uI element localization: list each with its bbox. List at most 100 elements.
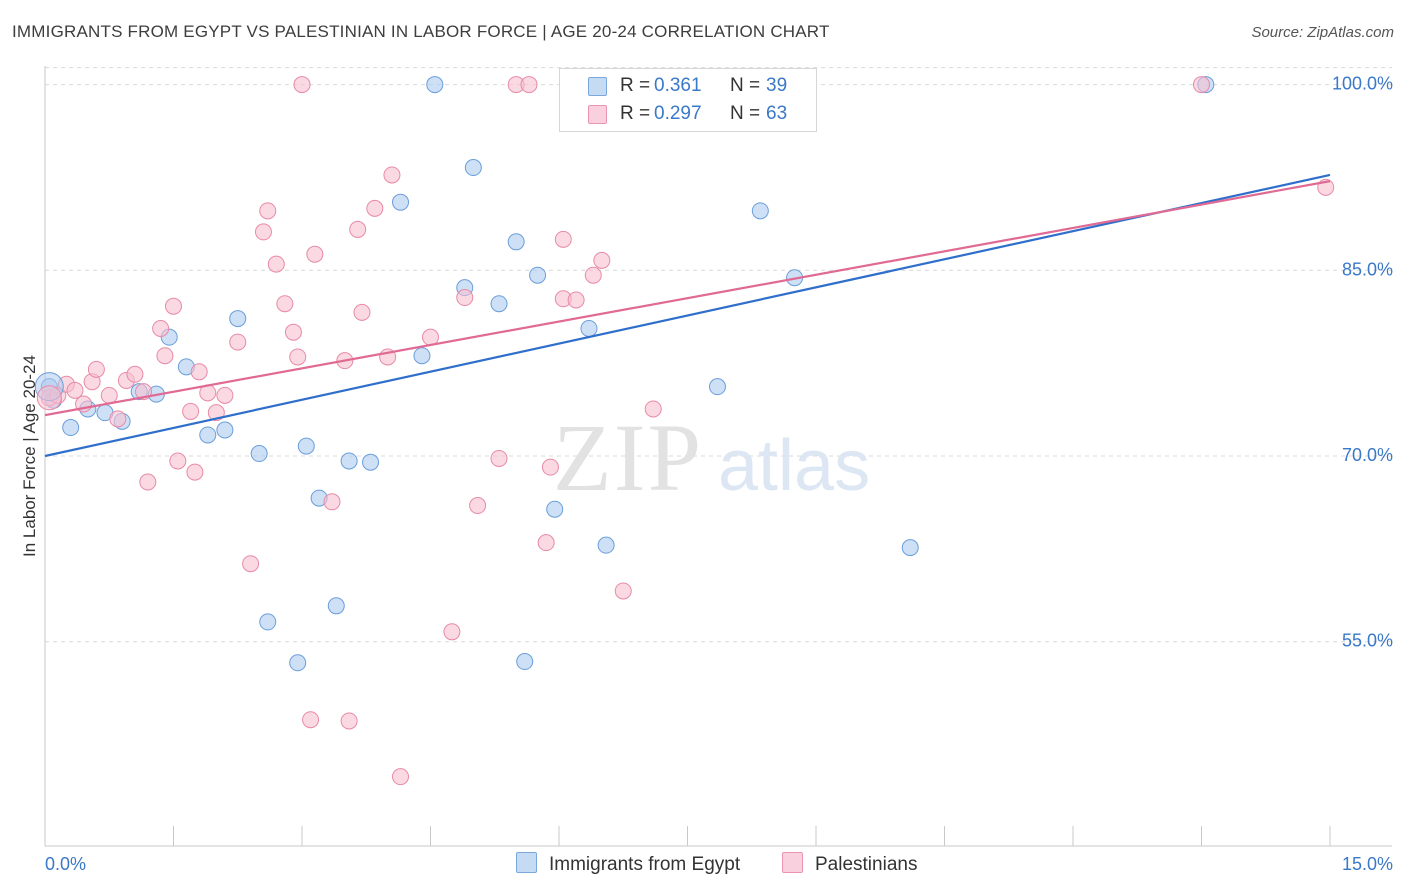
series-swatch-pink <box>782 852 803 873</box>
egypt-point <box>507 233 525 251</box>
y-tick-label: 100.0% <box>1332 74 1393 94</box>
legend-swatch-blue <box>588 77 607 96</box>
palestinian-point <box>541 458 559 476</box>
palestinian-point <box>139 473 157 491</box>
watermark-zip: ZIP <box>553 404 703 511</box>
egypt-point <box>490 295 508 313</box>
egypt-point <box>297 437 315 455</box>
egypt-point <box>901 539 919 557</box>
palestinian-point <box>584 266 602 284</box>
palestinian-trend-line <box>44 180 1331 417</box>
palestinian-point <box>216 386 234 404</box>
legend-n-value: 39 <box>766 75 788 96</box>
palestinian-point <box>349 220 367 238</box>
egypt-point <box>580 319 598 337</box>
watermark-atlas: atlas <box>718 426 870 506</box>
egypt-point <box>199 426 217 444</box>
palestinian-point <box>109 410 127 428</box>
palestinian-point <box>614 582 632 600</box>
legend-r-label: R = <box>620 75 651 96</box>
palestinian-point <box>66 381 84 399</box>
egypt-point <box>250 445 268 463</box>
egypt-point <box>413 347 431 365</box>
y-tick-label: 70.0% <box>1342 445 1393 465</box>
series-legend-palestinians: Palestinians <box>782 852 917 876</box>
legend-n-value: 63 <box>766 103 788 124</box>
palestinian-point <box>254 223 272 241</box>
egypt-point <box>529 266 547 284</box>
palestinian-point <box>520 76 538 94</box>
legend-r-value: 0.361 <box>654 75 702 96</box>
egypt-point <box>216 421 234 439</box>
palestinian-point <box>169 452 187 470</box>
x-tick-label: 0.0% <box>45 854 86 874</box>
y-tick-label: 85.0% <box>1342 259 1393 279</box>
egypt-point <box>751 202 769 220</box>
palestinian-point <box>366 199 384 217</box>
series-swatch-blue <box>516 852 537 873</box>
palestinian-point <box>537 534 555 552</box>
series-name-palestinians: Palestinians <box>815 854 918 875</box>
trend-lines <box>44 173 1331 458</box>
palestinian-point <box>87 360 105 378</box>
palestinian-point <box>340 712 358 730</box>
egypt-point <box>597 536 615 554</box>
y-tick-label: 55.0% <box>1342 631 1393 651</box>
legend-n-label: N = <box>730 103 761 124</box>
palestinian-point <box>422 328 439 346</box>
palestinian-point <box>593 251 611 269</box>
egypt-point <box>392 193 410 211</box>
palestinian-point <box>353 303 371 321</box>
palestinian-point <box>469 497 487 515</box>
palestinian-point <box>156 347 174 365</box>
x-tick-label: 15.0% <box>1342 854 1393 874</box>
egypt-point <box>62 419 80 437</box>
palestinian-point <box>644 400 662 418</box>
palestinian-point <box>383 166 401 184</box>
chart-title: IMMIGRANTS FROM EGYPT VS PALESTINIAN IN … <box>12 22 830 41</box>
palestinian-point <box>186 463 204 481</box>
palestinian-point <box>276 295 294 313</box>
egypt-point <box>426 76 444 94</box>
scatter-points <box>34 76 1335 786</box>
palestinian-point <box>284 323 302 341</box>
palestinian-point <box>165 297 182 315</box>
legend-r-label: R = <box>620 103 651 124</box>
palestinian-point <box>289 348 307 366</box>
palestinian-point <box>554 230 572 248</box>
egypt-point <box>327 597 345 615</box>
palestinian-point <box>1193 76 1210 94</box>
egypt-trend-line <box>44 173 1331 458</box>
axis-labels: 55.0% 70.0% 85.0% 100.0% 0.0% 15.0% In Labor F… <box>20 74 1393 874</box>
palestinian-point <box>392 768 410 786</box>
grid-lines <box>45 67 1392 643</box>
palestinian-point <box>306 245 324 263</box>
egypt-point <box>708 378 726 396</box>
chart-source: Source: ZipAtlas.com <box>1251 24 1394 41</box>
correlation-legend: R = 0.361 N = 39 R = 0.297 N = 63 <box>559 68 817 132</box>
egypt-point <box>362 453 380 471</box>
egypt-point <box>340 452 358 470</box>
egypt-point <box>229 310 247 328</box>
palestinian-point <box>259 202 277 220</box>
palestinian-point <box>242 555 260 573</box>
y-axis-title: In Labor Force | Age 20-24 <box>20 355 39 557</box>
palestinian-point <box>323 493 341 511</box>
palestinian-point <box>229 333 247 351</box>
palestinian-point <box>267 255 285 273</box>
palestinian-point <box>100 386 118 404</box>
palestinian-point <box>293 76 311 94</box>
series-legend-egypt: Immigrants from Egypt <box>516 852 740 876</box>
palestinian-point <box>490 449 508 467</box>
palestinian-point <box>302 711 320 729</box>
egypt-point <box>516 653 534 671</box>
egypt-point <box>259 613 277 631</box>
palestinian-point <box>182 402 200 420</box>
palestinian-point <box>152 319 170 337</box>
palestinian-point-cluster <box>36 385 62 411</box>
series-name-egypt: Immigrants from Egypt <box>549 854 741 875</box>
palestinian-point <box>443 623 461 641</box>
egypt-point <box>289 654 307 672</box>
legend-n-label: N = <box>730 75 761 96</box>
